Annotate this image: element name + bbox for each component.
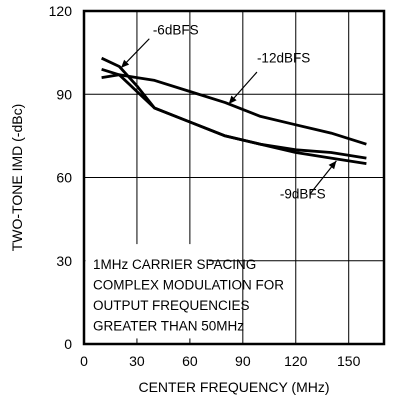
note-line: 1MHz CARRIER SPACING <box>93 257 256 272</box>
note-line: GREATER THAN 50MHz <box>93 319 244 334</box>
x-tick-label: 150 <box>337 353 361 369</box>
y-axis-label: TWO-TONE IMD (-dBc) <box>9 104 25 252</box>
x-tick-label: 30 <box>129 353 145 369</box>
y-tick-label: 90 <box>56 86 72 102</box>
annotation-minus-12dbfs: -12dBFS <box>257 50 310 65</box>
y-tick-label: 0 <box>64 336 72 352</box>
arrow-minus-6dbfs-head <box>121 59 130 68</box>
x-axis-label: CENTER FREQUENCY (MHz) <box>138 379 329 395</box>
y-tick-label: 30 <box>56 253 72 269</box>
series-line-1 <box>101 73 367 146</box>
arrow-minus-12dbfs-head <box>228 95 237 104</box>
note-background <box>85 244 210 339</box>
y-tick-label: 120 <box>49 3 73 19</box>
tick-labels: 0 30 60 90 120 150 0 30 60 90 120 <box>49 3 361 369</box>
note-line: OUTPUT FREQUENCIES <box>93 298 250 313</box>
y-tick-label: 60 <box>56 170 72 186</box>
series-layer <box>101 56 367 165</box>
annotation-arrows <box>120 38 337 195</box>
series-line-0 <box>101 56 367 165</box>
annotation-minus-6dbfs: -6dBFS <box>153 23 199 38</box>
series-line-2 <box>101 67 367 160</box>
annotation-minus-9dbfs: -9dBFS <box>280 186 326 201</box>
x-tick-label: 60 <box>182 353 198 369</box>
plot-frame <box>82 9 386 346</box>
arrow-minus-9dbfs-head <box>328 160 337 170</box>
x-tick-label: 0 <box>80 353 88 369</box>
note-line: COMPLEX MODULATION FOR <box>93 278 284 293</box>
x-tick-label: 120 <box>284 353 308 369</box>
x-tick-label: 90 <box>235 353 251 369</box>
